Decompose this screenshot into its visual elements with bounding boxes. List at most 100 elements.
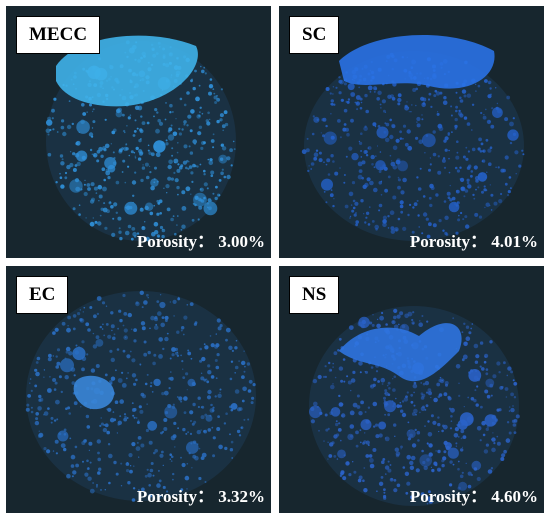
pore: [152, 361, 156, 366]
pore: [367, 444, 370, 446]
pore: [180, 456, 182, 459]
pore: [402, 226, 407, 231]
pore: [415, 468, 420, 473]
pore: [423, 465, 428, 471]
pore: [360, 150, 362, 152]
pore: [397, 93, 402, 98]
pore: [383, 491, 386, 494]
pore: [495, 166, 497, 168]
pore: [406, 391, 409, 394]
pore: [165, 142, 169, 146]
pore: [449, 460, 453, 464]
pore: [199, 347, 202, 351]
pore: [509, 406, 511, 408]
pore: [485, 443, 489, 447]
pore: [176, 151, 179, 154]
pore: [138, 489, 140, 491]
pore: [92, 153, 98, 158]
pore: [112, 411, 115, 413]
pore: [378, 209, 381, 212]
pore: [343, 123, 347, 126]
pore: [381, 99, 386, 104]
pore: [176, 168, 181, 173]
pore: [66, 327, 71, 333]
pore: [485, 138, 489, 142]
pore: [143, 352, 148, 357]
pore: [407, 145, 413, 151]
pore: [234, 346, 238, 350]
pore: [491, 421, 495, 425]
pore: [166, 192, 168, 194]
pore: [214, 101, 218, 104]
pore: [444, 215, 449, 220]
pore: [457, 467, 460, 471]
pore: [470, 174, 473, 178]
pore: [124, 415, 127, 419]
pore: [363, 126, 368, 131]
pore: [210, 404, 212, 406]
pore: [82, 112, 87, 116]
pore: [471, 323, 474, 325]
pore: [477, 147, 481, 151]
pore: [88, 449, 91, 452]
pore: [367, 85, 373, 91]
large-void: [339, 323, 462, 382]
pore: [337, 449, 346, 459]
pore: [384, 392, 386, 394]
pore: [38, 430, 40, 432]
pore: [178, 132, 182, 136]
pore: [358, 475, 363, 480]
pore: [416, 430, 421, 435]
pore: [235, 339, 238, 342]
pore: [489, 184, 491, 186]
pore: [352, 206, 356, 210]
pore: [137, 157, 142, 161]
pore: [490, 93, 492, 96]
pore: [421, 102, 426, 108]
pore: [500, 192, 503, 196]
pore: [338, 394, 341, 398]
pore: [340, 379, 344, 383]
pore: [134, 155, 136, 157]
pore: [392, 400, 394, 402]
pore: [131, 358, 136, 363]
pore: [327, 458, 329, 460]
pore: [482, 115, 487, 120]
pore: [420, 392, 424, 395]
pore: [144, 474, 148, 478]
pore: [460, 177, 465, 182]
pore: [225, 327, 231, 333]
pore: [513, 381, 518, 386]
pore: [71, 381, 76, 385]
pore: [474, 389, 477, 392]
pore: [378, 170, 382, 174]
pore: [442, 157, 446, 160]
pore: [492, 374, 497, 379]
pore: [163, 418, 168, 422]
pore: [443, 96, 447, 100]
pore: [123, 417, 128, 422]
pore: [141, 487, 145, 492]
pore: [167, 134, 175, 141]
pore: [89, 199, 95, 204]
pore: [194, 195, 199, 200]
pore: [130, 328, 133, 331]
pore: [251, 396, 255, 400]
pore: [497, 108, 502, 114]
pore: [117, 378, 123, 383]
pore: [417, 187, 422, 191]
pore: [483, 449, 489, 454]
pore: [149, 385, 153, 388]
pore: [94, 220, 98, 224]
pore: [394, 310, 397, 313]
pore: [133, 235, 137, 238]
pore: [486, 425, 490, 428]
pore: [360, 101, 363, 104]
pore: [369, 458, 374, 463]
pore: [243, 418, 246, 421]
sample-label: EC: [16, 276, 69, 314]
pore: [492, 432, 494, 434]
pore: [415, 104, 417, 107]
pore: [506, 421, 510, 424]
pore: [110, 376, 116, 381]
